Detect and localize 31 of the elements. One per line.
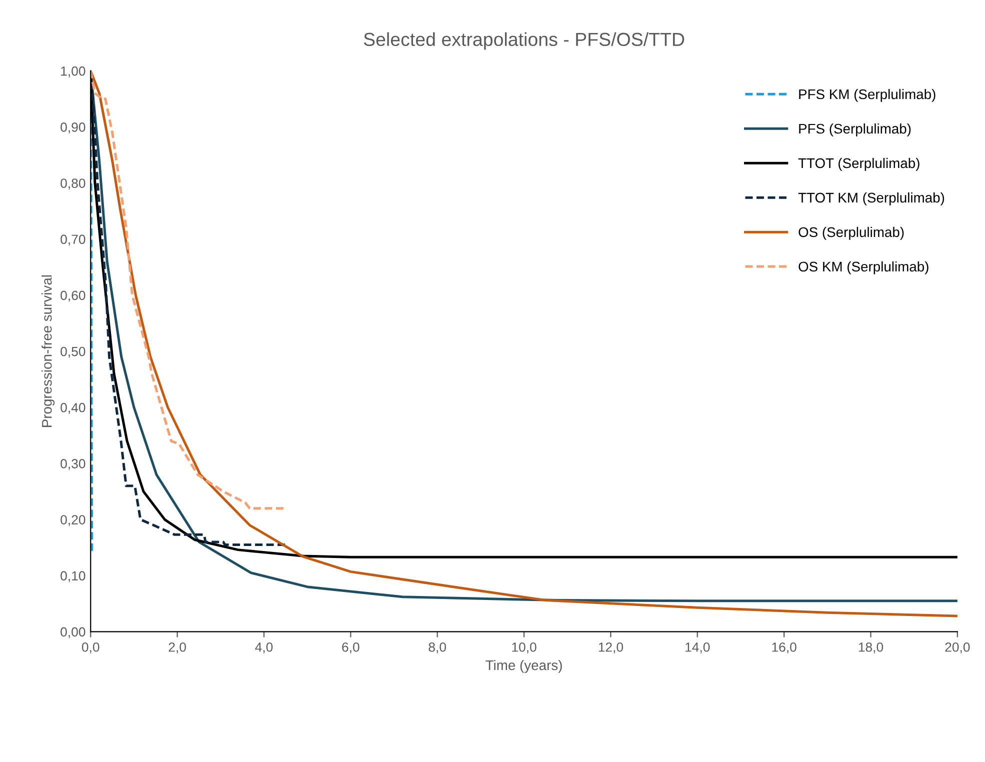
y-tick-label: 0,00 — [60, 627, 86, 638]
x-tick-label: 0,0 — [82, 642, 100, 654]
x-tick-label: 10,0 — [512, 642, 536, 654]
x-tick-label: 20,0 — [945, 642, 970, 654]
legend-label: TTOT (Serplulimab) — [798, 158, 920, 171]
x-tick-label: 16,0 — [772, 642, 796, 654]
x-tick-label: 2,0 — [168, 642, 186, 654]
y-tick-label: 0,20 — [60, 515, 86, 526]
legend-label: PFS (Serplulimab) — [799, 123, 911, 136]
x-tick-label: 18,0 — [858, 642, 884, 654]
y-axis-title: Progression-free survival — [42, 275, 55, 427]
y-tick-label: 1,00 — [61, 66, 86, 78]
legend-label: OS KM (Serplulimab) — [798, 261, 928, 274]
x-tick-label: 6,0 — [342, 642, 360, 654]
legend-label: PFS KM (Serplulimab) — [799, 88, 936, 102]
x-tick-label: 14,0 — [686, 642, 710, 654]
x-tick-label: 4,0 — [255, 642, 273, 654]
legend-label: OS (Serplulimab) — [798, 226, 904, 240]
x-tick-label: 12,0 — [598, 642, 624, 654]
y-tick-label: 0,10 — [60, 571, 86, 582]
y-tick-label: 0,40 — [60, 402, 86, 414]
y-tick-label: 0,90 — [60, 122, 86, 134]
y-tick-label: 0,30 — [60, 459, 86, 470]
y-tick-label: 0,50 — [60, 346, 86, 358]
y-tick-label: 0,70 — [60, 234, 86, 246]
chart-title: Selected extrapolations - PFS/OS/TTD — [364, 32, 684, 50]
legend-label: TTOT KM (Serplulimab) — [798, 192, 944, 206]
x-axis-title: Time (years) — [486, 660, 562, 673]
y-tick-label: 0,80 — [60, 178, 86, 190]
x-tick-label: 8,0 — [428, 642, 446, 654]
y-tick-label: 0,60 — [60, 290, 86, 302]
